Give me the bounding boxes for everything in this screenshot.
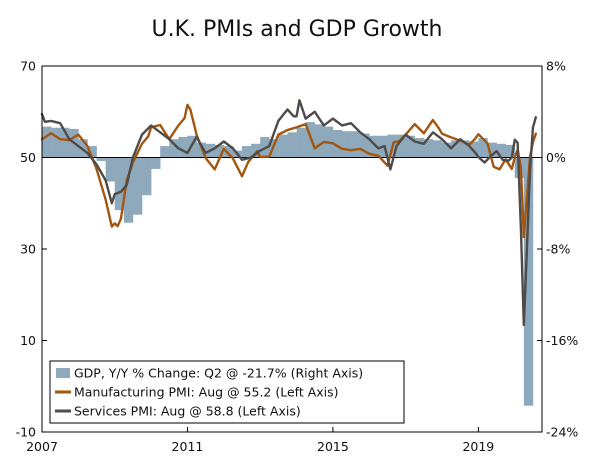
- gdp-bar: [132, 157, 143, 215]
- gdp-bar: [242, 146, 252, 158]
- right-axis-tick-label: -16%: [546, 333, 578, 348]
- x-axis-tick-label: 2011: [172, 439, 204, 454]
- gdp-bar: [278, 134, 288, 158]
- gdp-bar: [51, 127, 61, 158]
- gdp-bar: [314, 124, 325, 158]
- gdp-bar: [214, 144, 225, 158]
- gdp-bar: [351, 131, 361, 158]
- legend: GDP, Y/Y % Change: Q2 @ -21.7% (Right Ax…: [49, 360, 405, 424]
- x-axis-tick-label: 2015: [317, 439, 349, 454]
- gdp-bar: [251, 143, 261, 158]
- legend-box: [49, 360, 405, 424]
- gdp-bar: [287, 132, 297, 158]
- gdp-bar: [442, 142, 452, 158]
- services-pmi-line: [40, 99, 538, 327]
- gdp-bar: [505, 144, 516, 158]
- legend-label: GDP, Y/Y % Change: Q2 @ -21.7% (Right Ax…: [74, 366, 363, 381]
- gdp-bar: [342, 131, 352, 158]
- right-axis-tick-label: 0%: [546, 150, 566, 165]
- gdp-bar: [423, 139, 434, 158]
- left-axis-tick-label: 50: [20, 150, 36, 165]
- gdp-bar: [396, 134, 406, 158]
- gdp-bar: [478, 138, 488, 158]
- gdp-bar: [160, 146, 170, 158]
- legend-label: Manufacturing PMI: Aug @ 55.2 (Left Axis…: [74, 385, 339, 400]
- gdp-bar: [87, 146, 97, 158]
- gdp-bar: [178, 136, 188, 158]
- right-axis-tick-label: -8%: [546, 242, 570, 257]
- manufacturing-pmi-line: [40, 103, 538, 239]
- gdp-bar: [114, 157, 125, 211]
- x-axis-tick-label: 2019: [462, 439, 494, 454]
- gdp-bar: [223, 146, 234, 158]
- gdp-bar: [42, 126, 52, 158]
- gdp-bar: [487, 142, 497, 158]
- left-axis-tick-label: 70: [20, 59, 36, 74]
- right-axis-tick-label: -24%: [546, 425, 578, 440]
- gdp-bar: [169, 139, 179, 158]
- gdp-bar: [196, 142, 206, 158]
- gdp-bar: [142, 157, 152, 196]
- left-axis-tick-label: 10: [20, 333, 36, 348]
- gdp-bar: [60, 127, 70, 158]
- gdp-bar: [96, 157, 106, 161]
- gdp-bar: [369, 135, 379, 158]
- left-axis-tick-label: -10: [16, 425, 36, 440]
- gdp-bar: [432, 140, 443, 158]
- axes: 70 50 30 10 -10 8% 0% -8% -16% -24% 2007 2011 2015 20…: [16, 59, 579, 455]
- gdp-bar: [123, 157, 134, 223]
- gdp-bar: [523, 157, 534, 406]
- gdp-bar: [332, 130, 343, 158]
- gdp-bar: [460, 140, 470, 158]
- gdp-bar: [296, 127, 306, 158]
- left-axis-tick-label: 30: [20, 242, 36, 257]
- gdp-bar: [105, 157, 116, 182]
- gdp-bar: [405, 135, 416, 158]
- plot-area: [40, 99, 542, 406]
- x-axis-tick-label: 2007: [26, 439, 58, 454]
- right-axis-tick-label: 8%: [546, 59, 566, 74]
- gdp-bar: [151, 157, 161, 169]
- gdp-bar: [414, 138, 425, 158]
- chart-title: U.K. PMIs and GDP Growth: [152, 17, 443, 42]
- gdp-bar: [451, 140, 461, 158]
- gdp-bar: [496, 143, 506, 158]
- legend-label: Services PMI: Aug @ 58.8 (Left Axis): [74, 404, 301, 419]
- gdp-bar: [360, 133, 370, 158]
- legend-swatch-gdp: [56, 368, 70, 378]
